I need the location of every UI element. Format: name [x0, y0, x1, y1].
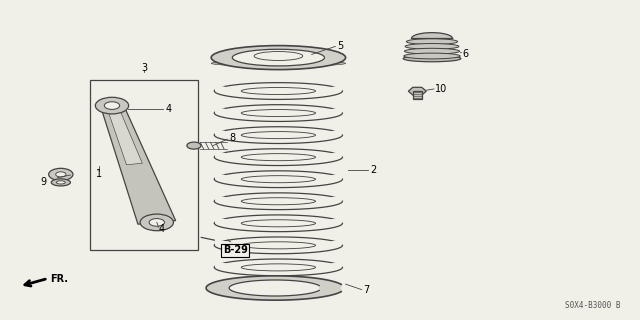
- Ellipse shape: [405, 44, 459, 49]
- Ellipse shape: [241, 109, 316, 116]
- Ellipse shape: [254, 52, 303, 60]
- Ellipse shape: [241, 242, 316, 249]
- Ellipse shape: [404, 53, 460, 59]
- Polygon shape: [106, 105, 142, 165]
- Ellipse shape: [241, 154, 316, 161]
- Text: S0X4-B3000 B: S0X4-B3000 B: [565, 301, 621, 310]
- Polygon shape: [100, 105, 175, 224]
- Text: FR.: FR.: [50, 274, 68, 284]
- Bar: [90, 80, 198, 250]
- Ellipse shape: [241, 220, 316, 227]
- Polygon shape: [206, 276, 341, 300]
- Text: 2: 2: [370, 164, 376, 175]
- Ellipse shape: [49, 168, 73, 180]
- Ellipse shape: [149, 219, 164, 226]
- Ellipse shape: [211, 60, 346, 66]
- Text: 8: 8: [229, 133, 236, 143]
- Text: 3: 3: [141, 63, 147, 73]
- Ellipse shape: [232, 49, 324, 66]
- Text: 1: 1: [96, 169, 102, 180]
- Ellipse shape: [56, 172, 66, 177]
- Ellipse shape: [403, 55, 461, 62]
- Ellipse shape: [241, 87, 316, 94]
- Ellipse shape: [241, 132, 316, 139]
- Text: 6: 6: [462, 49, 468, 59]
- Text: 9: 9: [40, 177, 47, 187]
- Ellipse shape: [95, 97, 129, 114]
- Ellipse shape: [104, 102, 120, 109]
- Polygon shape: [408, 87, 426, 95]
- Bar: [413, 91, 422, 99]
- Ellipse shape: [140, 214, 173, 231]
- Ellipse shape: [56, 181, 65, 184]
- Ellipse shape: [187, 142, 201, 149]
- Ellipse shape: [241, 176, 316, 183]
- Text: 7: 7: [364, 284, 370, 295]
- Text: 10: 10: [435, 84, 447, 94]
- Ellipse shape: [406, 39, 458, 44]
- Text: 4: 4: [165, 104, 172, 114]
- Text: 4: 4: [159, 224, 165, 234]
- Text: 5: 5: [337, 41, 344, 52]
- Ellipse shape: [241, 264, 316, 271]
- Ellipse shape: [51, 179, 70, 186]
- Ellipse shape: [211, 46, 346, 70]
- Ellipse shape: [404, 48, 460, 54]
- Ellipse shape: [241, 198, 316, 205]
- Polygon shape: [229, 280, 319, 296]
- Text: B-29: B-29: [223, 245, 248, 255]
